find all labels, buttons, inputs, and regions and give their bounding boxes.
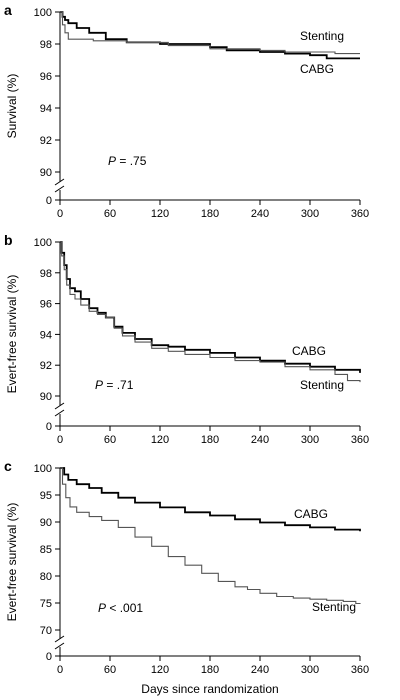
x-tick-label: 0 xyxy=(57,434,63,446)
p-value-annotation: P = .75 xyxy=(108,154,147,168)
x-tick-label: 300 xyxy=(301,208,319,220)
y-tick-label: 92 xyxy=(40,360,52,372)
series-label-cabg: CABG xyxy=(300,62,334,76)
panel-b: b 0 60 120 180 240 300 360 100 98 96 94 92 90 0 Evert-f… xyxy=(4,232,369,446)
y-tick-label: 90 xyxy=(40,167,52,179)
y-tick-label: 95 xyxy=(40,490,52,502)
y-tick-label: 90 xyxy=(40,391,52,403)
y-tick-label: 94 xyxy=(40,103,52,115)
x-tick-label: 180 xyxy=(201,664,219,676)
x-tick-label: 300 xyxy=(301,434,319,446)
y-tick-label-origin: 0 xyxy=(46,651,52,663)
p-value-annotation: P = .71 xyxy=(95,378,134,392)
panel-letter: b xyxy=(4,232,13,248)
y-tick-label: 98 xyxy=(40,268,52,280)
y-tick-label: 90 xyxy=(40,517,52,529)
x-tick-label: 60 xyxy=(104,434,116,446)
y-tick-label-origin: 0 xyxy=(46,421,52,433)
y-tick-label: 100 xyxy=(34,7,52,19)
axis-break-mark xyxy=(54,642,65,650)
x-tick-label: 360 xyxy=(351,208,369,220)
panel-letter: a xyxy=(4,2,12,18)
series-line-stenting xyxy=(60,467,361,605)
x-tick-label: 0 xyxy=(57,208,63,220)
y-tick-label: 75 xyxy=(40,598,52,610)
x-tick-label: 120 xyxy=(151,664,169,676)
x-axis-title: Days since randomization xyxy=(141,682,278,696)
axis-break-mark xyxy=(54,178,65,186)
y-tick-label: 92 xyxy=(40,135,52,147)
y-axis-title: Evert-free survival (%) xyxy=(5,275,19,394)
x-tick-label: 240 xyxy=(251,434,269,446)
series-line-stenting xyxy=(60,11,360,55)
series-label-cabg: CABG xyxy=(292,344,326,358)
y-tick-label: 98 xyxy=(40,39,52,51)
x-tick-label: 180 xyxy=(201,208,219,220)
x-tick-label: 180 xyxy=(201,434,219,446)
x-tick-label: 120 xyxy=(151,434,169,446)
y-tick-label: 100 xyxy=(34,237,52,249)
axis-break-mark xyxy=(54,409,65,417)
panel-a: a 0 60 120 180 240 300 360 100 98 96 94 92 90 0 Surviva… xyxy=(4,2,369,220)
x-tick-label: 240 xyxy=(251,208,269,220)
axis-break-mark xyxy=(54,402,65,410)
series-label-stenting: Stenting xyxy=(312,600,356,614)
x-tick-label: 360 xyxy=(351,434,369,446)
panel-c: c 0 60 120 180 240 300 360 100 95 90 85 80 75 70 0 Evert… xyxy=(4,458,369,696)
y-axis-title: Survival (%) xyxy=(5,74,19,139)
y-tick-label: 94 xyxy=(40,329,52,341)
p-value-annotation: P < .001 xyxy=(98,601,143,615)
y-tick-label: 96 xyxy=(40,299,52,311)
y-tick-label: 100 xyxy=(34,463,52,475)
x-tick-label: 60 xyxy=(104,664,116,676)
y-tick-label: 70 xyxy=(40,625,52,637)
axis-break-mark xyxy=(54,185,65,193)
x-tick-label: 120 xyxy=(151,208,169,220)
x-tick-label: 240 xyxy=(251,664,269,676)
series-label-stenting: Stenting xyxy=(300,29,344,43)
y-tick-label: 96 xyxy=(40,71,52,83)
series-label-stenting: Stenting xyxy=(300,378,344,392)
y-axis-title: Evert-free survival (%) xyxy=(5,503,19,622)
y-tick-label: 85 xyxy=(40,544,52,556)
x-tick-label: 60 xyxy=(104,208,116,220)
series-line-cabg xyxy=(60,467,361,532)
y-tick-label-origin: 0 xyxy=(46,195,52,207)
x-tick-label: 300 xyxy=(301,664,319,676)
panel-letter: c xyxy=(4,458,12,474)
y-tick-label: 80 xyxy=(40,571,52,583)
series-line-stenting xyxy=(60,241,361,383)
x-tick-label: 360 xyxy=(351,664,369,676)
series-label-cabg: CABG xyxy=(294,507,328,521)
x-tick-label: 0 xyxy=(57,664,63,676)
axis-break-mark xyxy=(54,635,65,643)
